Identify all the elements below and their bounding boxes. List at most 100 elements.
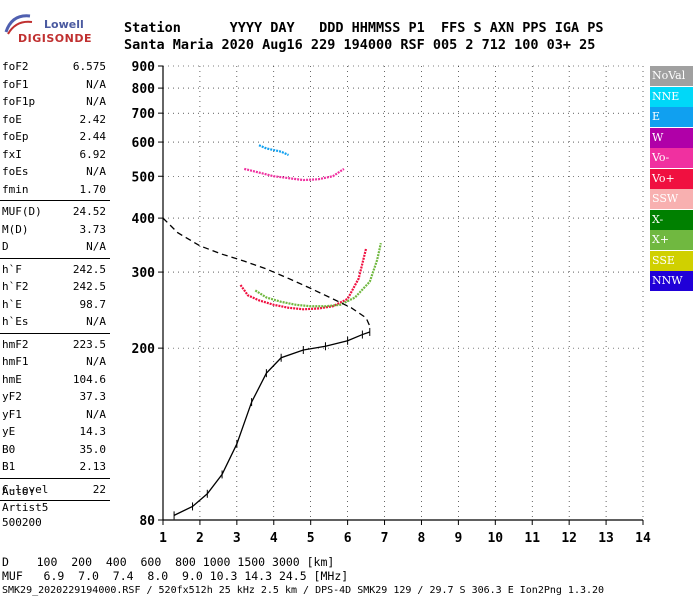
param-value: 14.3 <box>79 425 107 438</box>
x-tick-label: 1 <box>159 531 167 546</box>
legend-item-nnw: NNW <box>650 271 693 291</box>
param-value: 3.73 <box>79 222 107 236</box>
param-value: 242.5 <box>72 280 106 293</box>
series-e-trace <box>258 144 289 156</box>
param-row: fmin 1.70 <box>0 181 110 199</box>
param-value: 242.5 <box>72 262 106 276</box>
param-row: foF2 6.575 <box>0 58 110 76</box>
param-value: 223.5 <box>72 337 106 351</box>
param-value: 37.3 <box>79 390 107 403</box>
x-tick-label: 12 <box>561 531 577 546</box>
param-name: B0 <box>2 442 16 456</box>
param-row: hmF1 N/A <box>0 353 110 371</box>
scaled-parameters-list: foF2 6.575 foF1 N/A foF1p N/A foE 2.42 foEp 2.44 f… <box>0 58 110 503</box>
y-tick-label: 200 <box>132 342 156 357</box>
logo-lowell-text: Lowell <box>44 18 84 31</box>
param-value: 2.42 <box>79 112 107 126</box>
param-name: h`F <box>2 262 22 276</box>
x-tick-label: 13 <box>598 531 614 546</box>
x-tick-label: 10 <box>487 531 503 546</box>
autoscaling-program: Artist5 <box>2 500 49 514</box>
header-labels: Station YYYY DAY DDD HHMMSS P1 FFS S AXN… <box>124 20 604 36</box>
param-value: 6.575 <box>72 60 106 73</box>
param-row: h`F 242.5 <box>0 261 110 279</box>
param-value: 1.70 <box>79 182 107 196</box>
series-topside-line <box>162 217 371 327</box>
param-row: yE 14.3 <box>0 423 110 441</box>
param-name: foF1p <box>2 95 36 108</box>
logo-swoosh-icon <box>4 14 33 35</box>
y-tick-label: 500 <box>132 170 156 185</box>
series-profile-line <box>173 331 370 516</box>
param-name: h`F2 <box>2 280 29 293</box>
legend-item-nne: NNE <box>650 86 693 107</box>
header-values: Santa Maria 2020 Aug16 229 194000 RSF 00… <box>124 37 596 53</box>
param-value: 24.52 <box>72 205 106 218</box>
param-row: B1 2.13 <box>0 458 110 476</box>
param-name: MUF(D) <box>2 205 42 218</box>
x-tick-label: 5 <box>307 531 315 546</box>
file-info-line: SMK29_2020229194000.RSF / 520fx512h 25 k… <box>2 585 605 596</box>
param-row: yF1 N/A <box>0 406 110 424</box>
param-name: fxI <box>2 147 22 161</box>
x-tick-label: 11 <box>524 531 540 546</box>
logo-digisonde-text: DIGISONDE <box>18 32 92 45</box>
y-tick-label: 900 <box>132 60 156 75</box>
param-name: D <box>2 240 9 253</box>
param-row: C-level 22 <box>0 481 110 499</box>
param-value: N/A <box>86 165 106 178</box>
legend-item-ssw: SSW <box>650 189 693 209</box>
param-name: foE <box>2 112 22 126</box>
y-tick-label: 700 <box>132 107 156 122</box>
param-row: fxI 6.92 <box>0 146 110 164</box>
param-value: 104.6 <box>72 372 106 386</box>
legend-item-w: W <box>650 127 693 148</box>
series-vo--trace <box>243 167 345 182</box>
param-value: N/A <box>86 355 106 368</box>
param-separator <box>0 257 110 259</box>
y-tick-label: 400 <box>132 212 156 227</box>
param-separator <box>0 200 110 201</box>
legend-item-vo-: Vo- <box>650 148 693 168</box>
param-name: foEp <box>2 130 29 143</box>
x-tick-label: 3 <box>233 531 241 546</box>
distance-row: D 100 200 400 600 800 1000 1500 3000 [km… <box>2 555 335 569</box>
param-value: N/A <box>86 240 106 253</box>
legend-item-noval: NoVal <box>650 66 693 86</box>
y-tick-label: 300 <box>132 266 156 281</box>
param-name: B1 <box>2 460 16 473</box>
param-row: h`F2 242.5 <box>0 278 110 296</box>
param-name: h`E <box>2 297 22 311</box>
param-row: yF2 37.3 <box>0 388 110 406</box>
param-name: foF1 <box>2 77 29 91</box>
x-tick-label: 9 <box>454 531 462 546</box>
polarization-legend: NoVal NNE E W Vo- Vo+ SSW X- X+ SSE NNW <box>650 66 693 292</box>
param-row: foE 2.42 <box>0 111 110 129</box>
param-row: M(D) 3.73 <box>0 221 110 239</box>
param-value: 22 <box>92 482 106 496</box>
param-row: h`Es N/A <box>0 313 110 331</box>
x-tick-label: 2 <box>196 531 204 546</box>
x-tick-label: 7 <box>381 531 389 546</box>
param-value: N/A <box>86 95 106 108</box>
y-tick-label: 800 <box>132 82 156 97</box>
y-tick-label: 600 <box>132 136 156 151</box>
param-name: yE <box>2 425 16 438</box>
legend-item-x-: X+ <box>650 230 693 250</box>
muf-row: MUF 6.9 7.0 7.4 8.0 9.0 10.3 14.3 24.5 [… <box>2 568 349 583</box>
param-value: 98.7 <box>79 297 107 311</box>
param-name: yF2 <box>2 390 22 403</box>
digisonde-logo: Lowell DIGISONDE <box>4 8 114 48</box>
param-name: foF2 <box>2 60 29 73</box>
param-separator <box>0 332 110 334</box>
param-row: D N/A <box>0 238 110 256</box>
param-value: 2.44 <box>79 130 107 143</box>
param-name: M(D) <box>2 222 29 236</box>
param-row: hmE 104.6 <box>0 371 110 389</box>
x-tick-label: 14 <box>635 531 651 546</box>
param-value: N/A <box>86 407 106 421</box>
param-value: 6.92 <box>79 147 107 161</box>
legend-item-x-: X- <box>650 209 693 230</box>
param-name: yF1 <box>2 407 22 421</box>
x-tick-label: 6 <box>344 531 352 546</box>
